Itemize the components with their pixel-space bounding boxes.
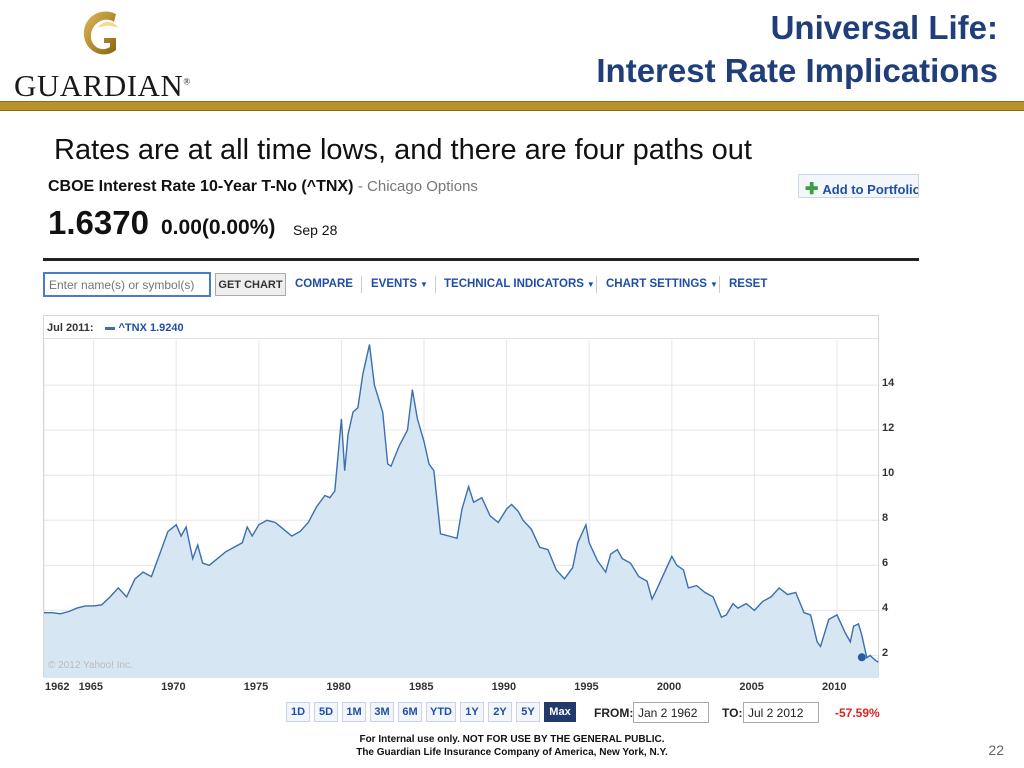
toolbar-separator	[719, 276, 720, 293]
caret-down-icon: ▼	[586, 280, 595, 289]
events-label: EVENTS	[371, 278, 418, 290]
x-axis-labels: 1962 1965 1970 1975 1980 1985 1990 1995 2000 2005…	[43, 680, 879, 696]
chart-area[interactable]: Jul 2011: ^TNX 1.9240 © 2012 Yahoo! Inc.	[43, 315, 880, 678]
copyright-watermark: © 2012 Yahoo! Inc.	[48, 660, 133, 671]
x-tick-label: 1965	[78, 681, 104, 693]
quote-date: Sep 28	[293, 222, 338, 238]
toolbar-separator	[361, 276, 362, 293]
plus-icon: ✚	[805, 181, 819, 198]
chart-settings-menu[interactable]: CHART SETTINGS ▼	[606, 278, 718, 290]
quote-summary: CBOE Interest Rate 10-Year T-No (^TNX) -…	[43, 172, 919, 262]
range-button-6m[interactable]: 6M	[398, 702, 422, 722]
quote-title: CBOE Interest Rate 10-Year T-No (^TNX) -…	[48, 178, 478, 196]
technical-indicators-menu[interactable]: TECHNICAL INDICATORS ▼	[444, 278, 595, 290]
x-tick-label: 2010	[822, 681, 847, 693]
price-chart[interactable]	[44, 316, 880, 678]
range-button-ytd[interactable]: YTD	[426, 702, 456, 722]
quote-divider	[43, 258, 919, 261]
get-chart-button[interactable]: GET CHART	[215, 273, 286, 296]
y-tick-label: 8	[882, 512, 889, 525]
header-rule	[0, 101, 1024, 111]
x-tick-label: 1985	[409, 681, 434, 693]
range-change: -57.59%	[835, 706, 880, 720]
quote-source: - Chicago Options	[357, 178, 478, 195]
y-tick-label: 4	[882, 602, 889, 615]
legend-date: Jul 2011:	[47, 322, 94, 334]
quote-price: 1.6370	[48, 204, 149, 241]
to-date-input[interactable]	[743, 702, 819, 723]
chart-legend: Jul 2011: ^TNX 1.9240	[44, 316, 878, 339]
compare-link[interactable]: COMPARE	[295, 278, 353, 290]
y-tick-label: 14	[882, 377, 895, 390]
legend-swatch	[105, 326, 116, 330]
range-button-5y[interactable]: 5Y	[516, 702, 540, 722]
slide-footer: For Internal use only. NOT FOR USE BY TH…	[0, 733, 1024, 759]
events-menu[interactable]: EVENTS ▼	[371, 278, 428, 290]
caret-down-icon: ▼	[709, 280, 718, 289]
slide-subtitle: Rates are at all time lows, and there ar…	[54, 134, 752, 166]
technical-indicators-label: TECHNICAL INDICATORS	[444, 278, 584, 290]
legend-series: ^TNX 1.9240	[118, 322, 184, 334]
x-tick-label: 1990	[491, 681, 517, 693]
range-button-max[interactable]: Max	[544, 702, 576, 722]
range-button-1m[interactable]: 1M	[342, 702, 366, 722]
page-number: 22	[988, 742, 1004, 758]
range-button-1d[interactable]: 1D	[286, 702, 310, 722]
logo-text: GUARDIAN	[14, 68, 184, 103]
x-tick-label: 1995	[574, 681, 599, 693]
chart-toolbar: GET CHART COMPARE EVENTS▼ TECHNICAL INDI…	[43, 272, 919, 298]
x-tick-label: 1970	[161, 681, 186, 693]
x-tick-label: 1980	[326, 681, 351, 693]
highlight-point	[857, 653, 866, 662]
footer-line1: For Internal use only. NOT FOR USE BY TH…	[359, 734, 665, 745]
caret-down-icon: ▼	[420, 280, 428, 289]
symbol-search-input[interactable]	[43, 272, 211, 297]
from-date-input[interactable]	[633, 702, 709, 723]
toolbar-separator	[596, 276, 597, 293]
x-tick-label: 2005	[739, 681, 764, 693]
y-tick-label: 6	[882, 557, 889, 570]
x-tick-label: 1975	[243, 681, 269, 693]
to-label: TO:	[722, 706, 743, 720]
range-button-1y[interactable]: 1Y	[460, 702, 484, 722]
quote-change-value: 0.00	[161, 216, 202, 239]
series-line	[44, 344, 879, 663]
registered-mark: ®	[183, 76, 191, 87]
range-button-5d[interactable]: 5D	[314, 702, 338, 722]
x-tick-label: 2000	[656, 681, 682, 693]
guardian-logo: GUARDIAN®	[14, 6, 191, 103]
y-tick-label: 12	[882, 422, 895, 435]
y-axis-labels: 2 4 6 8 10 12 14	[880, 315, 920, 677]
slide-header: GUARDIAN® Universal Life: Interest Rate …	[0, 0, 1024, 111]
toolbar-separator	[435, 276, 436, 293]
quote-change-pct: (0.00%)	[201, 216, 276, 239]
from-label: FROM:	[594, 706, 634, 720]
slide-title-line2: Interest Rate Implications	[596, 52, 998, 89]
range-button-3m[interactable]: 3M	[370, 702, 394, 722]
chart-settings-label: CHART SETTINGS	[606, 278, 707, 290]
range-button-2y[interactable]: 2Y	[488, 702, 512, 722]
add-to-portfolio-button[interactable]: ✚ Add to Portfolio	[798, 174, 919, 198]
add-to-portfolio-label: Add to Portfolio	[822, 182, 919, 197]
slide-title-line1: Universal Life:	[770, 9, 998, 46]
y-tick-label: 10	[882, 467, 895, 480]
x-tick-label: 1962	[45, 681, 70, 693]
footer-line2: The Guardian Life Insurance Company of A…	[356, 747, 668, 758]
slide-title: Universal Life: Interest Rate Implicatio…	[596, 6, 998, 92]
guardian-g-icon	[83, 11, 118, 55]
y-tick-label: 2	[882, 647, 889, 660]
series-area-fill	[44, 344, 879, 678]
reset-link[interactable]: RESET	[729, 278, 768, 290]
quote-change: 0.00(0.00%)	[161, 216, 275, 240]
quote-name: CBOE Interest Rate 10-Year T-No (^TNX)	[48, 178, 354, 195]
